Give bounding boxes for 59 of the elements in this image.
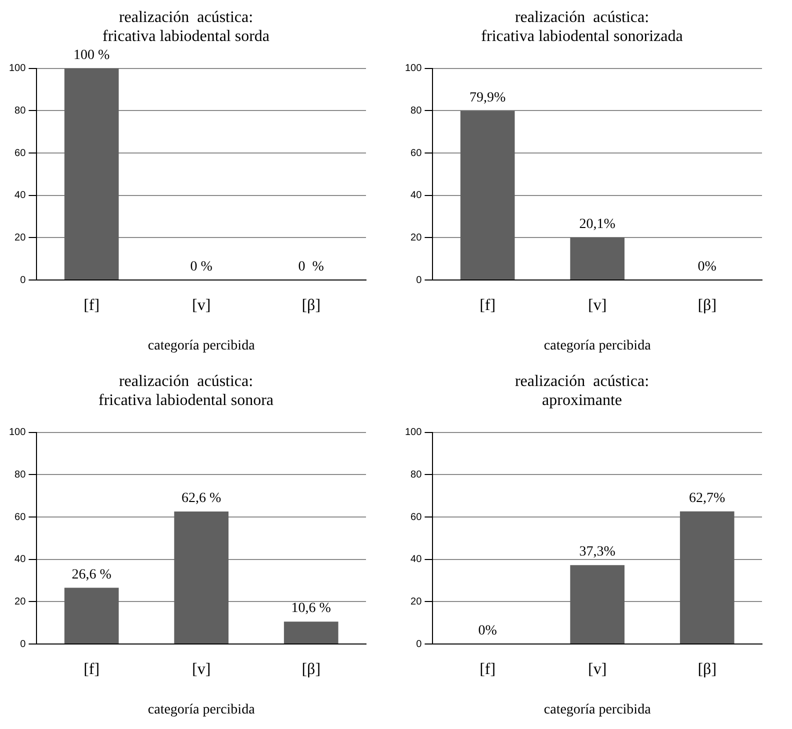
data-label: 26,6 % — [72, 567, 112, 582]
chart-title: realización acústica: fricativa labiodental sonorizada — [481, 8, 683, 46]
data-label: 0% — [478, 624, 498, 639]
y-tick-label: 100 — [8, 427, 26, 438]
data-label: 0 % — [298, 260, 324, 275]
y-tick-label: 0 — [416, 274, 422, 286]
x-tick-label: [f] — [480, 296, 496, 314]
y-tick-label: 0 — [20, 274, 26, 286]
data-label: 20,1% — [579, 217, 616, 232]
y-tick-label: 100 — [8, 63, 26, 74]
chart-title: realización acústica: fricativa labiodental sorda — [102, 8, 270, 46]
x-tick-label: [v] — [588, 660, 607, 678]
data-label: 79,9% — [469, 90, 506, 106]
data-label: 0 % — [190, 260, 213, 275]
x-tick-label: [v] — [192, 296, 211, 314]
y-tick-label: 40 — [14, 554, 26, 566]
chart-title: realización acústica: aproximante — [514, 372, 650, 410]
bar — [64, 588, 119, 644]
x-tick-label: [v] — [588, 296, 607, 314]
y-tick-label: 20 — [410, 596, 422, 608]
x-tick-label: [β] — [302, 296, 321, 314]
data-label: 0% — [698, 260, 717, 275]
data-label: 62,7% — [689, 491, 726, 506]
x-tick-label: [f] — [480, 660, 496, 678]
data-label: 100 % — [73, 48, 110, 64]
data-label: 37,3% — [579, 544, 616, 560]
y-tick-label: 80 — [14, 469, 26, 480]
x-axis-title: categoría percibida — [544, 702, 652, 718]
x-tick-label: [β] — [698, 296, 717, 314]
x-axis-title: categoría percibida — [148, 338, 256, 354]
y-tick-label: 100 — [404, 63, 422, 74]
data-label: 10,6 % — [291, 601, 332, 616]
chart-title: realización acústica: fricativa labiodental sonora — [98, 372, 274, 410]
x-axis-title: categoría percibida — [544, 338, 652, 354]
y-tick-label: 80 — [410, 105, 422, 116]
x-tick-label: [f] — [84, 660, 100, 678]
y-tick-label: 0 — [20, 638, 26, 650]
x-axis-title: categoría percibida — [148, 702, 256, 718]
bar — [284, 622, 338, 644]
x-tick-label: [β] — [698, 660, 717, 678]
y-tick-label: 0 — [416, 638, 422, 650]
x-tick-label: [f] — [84, 296, 100, 314]
y-tick-label: 60 — [14, 148, 26, 159]
y-tick-label: 60 — [410, 148, 422, 159]
y-tick-label: 20 — [410, 232, 422, 244]
data-label: 62,6 % — [182, 491, 222, 506]
y-tick-label: 60 — [14, 512, 26, 523]
x-tick-label: [v] — [192, 660, 211, 678]
x-tick-label: [β] — [302, 660, 321, 678]
y-tick-label: 100 — [404, 427, 422, 438]
y-tick-label: 40 — [410, 190, 422, 202]
y-tick-label: 80 — [14, 105, 26, 116]
y-tick-label: 80 — [410, 469, 422, 480]
y-tick-label: 60 — [410, 512, 422, 523]
bar — [174, 512, 229, 644]
y-tick-label: 20 — [14, 232, 26, 244]
y-tick-label: 20 — [14, 596, 26, 608]
y-tick-label: 40 — [14, 190, 26, 202]
y-tick-label: 40 — [410, 554, 422, 566]
